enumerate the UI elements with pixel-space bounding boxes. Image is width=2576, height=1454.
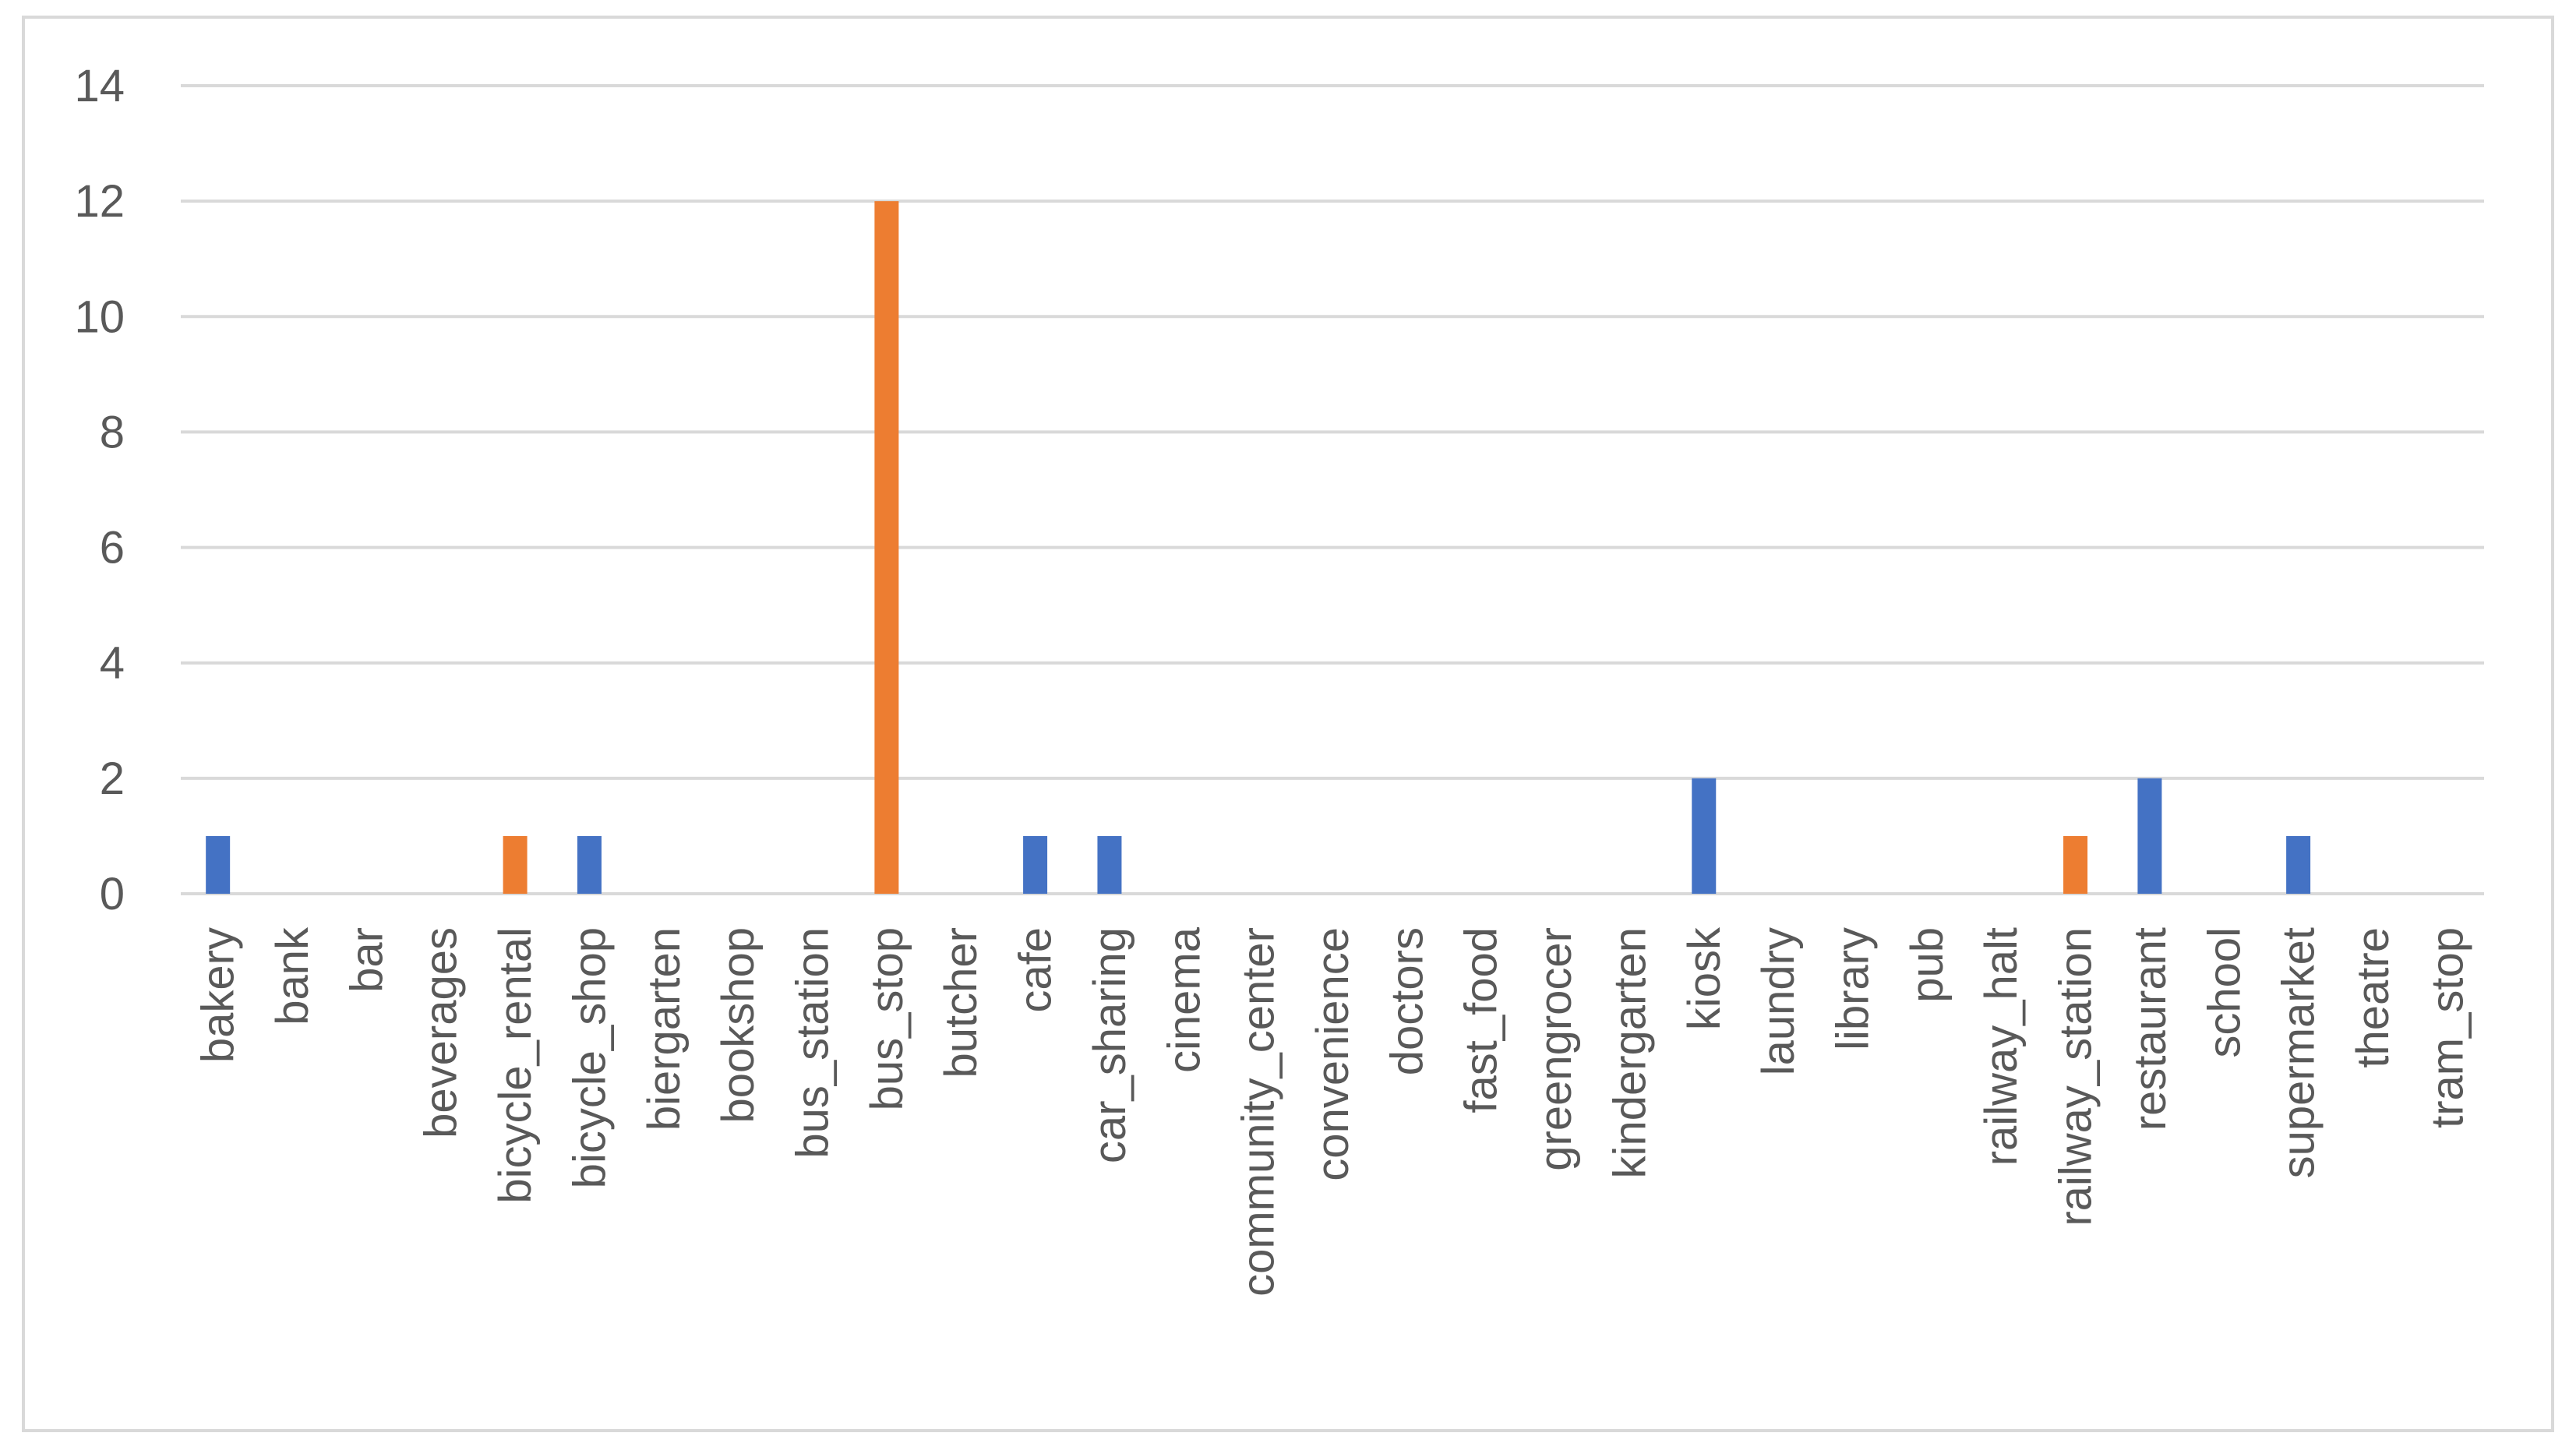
x-category-label: beverages: [416, 927, 467, 1138]
y-tick-label: 6: [100, 523, 125, 573]
x-category-label: restaurant: [2125, 927, 2175, 1131]
x-category-label: bank: [267, 926, 318, 1025]
x-category-label: community_center: [1233, 927, 1284, 1297]
bar-bakery-series1: [206, 835, 231, 894]
gridlines: [181, 84, 2484, 895]
x-category-label: biergarten: [639, 927, 690, 1131]
x-category-label: railway_station: [2051, 927, 2101, 1226]
y-tick-label: 10: [74, 291, 125, 342]
x-axis-category-labels: bakery bank bar beverages bicycle_rental bicy…: [193, 926, 2473, 1297]
x-category-label: fast_food: [1456, 927, 1507, 1113]
y-tick-label: 8: [100, 407, 125, 457]
x-category-label: bicycle_shop: [564, 927, 615, 1188]
x-category-label: pub: [1902, 927, 1953, 1003]
x-category-label: supermarket: [2274, 927, 2324, 1178]
y-tick-label: 0: [100, 869, 125, 919]
x-category-label: theatre: [2348, 927, 2398, 1068]
bar-bicycle_shop-series1: [577, 835, 602, 894]
x-category-label: greengrocer: [1530, 927, 1581, 1171]
bar-railway_station-series2: [2063, 835, 2088, 894]
bar-bicycle_rental-series2: [503, 835, 528, 894]
chart-frame: [22, 16, 2554, 1432]
bars: [206, 201, 2311, 895]
y-tick-label: 14: [74, 61, 125, 111]
y-tick-label: 12: [74, 176, 125, 227]
x-category-label: library: [1827, 927, 1878, 1050]
x-category-label: car_sharing: [1085, 927, 1135, 1163]
bar-car_sharing-series1: [1097, 835, 1122, 894]
x-category-label: school: [2199, 927, 2250, 1058]
x-category-label: bookshop: [713, 927, 764, 1124]
x-category-label: bakery: [193, 927, 244, 1063]
bar-bus_stop-series2: [874, 201, 899, 895]
x-category-label: bus_stop: [862, 927, 912, 1110]
x-category-label: railway_halt: [1976, 927, 2027, 1166]
x-category-label: bar: [341, 927, 392, 993]
x-category-label: bicycle_rental: [490, 927, 541, 1204]
x-category-label: cafe: [1011, 927, 1061, 1013]
x-category-label: cinema: [1159, 926, 1209, 1073]
y-axis-tick-labels: 0 2 4 6 8 10 12 14: [74, 61, 125, 919]
x-category-label: tram_stop: [2422, 927, 2472, 1128]
y-tick-label: 4: [100, 638, 125, 689]
bar-supermarket-series1: [2286, 835, 2311, 894]
x-category-label: kiosk: [1679, 926, 1730, 1030]
x-category-label: bus_station: [788, 927, 838, 1159]
bar-restaurant-series1: [2137, 778, 2162, 894]
x-category-label: kindergarten: [1604, 927, 1655, 1178]
x-category-label: doctors: [1382, 927, 1432, 1075]
x-category-label: laundry: [1753, 927, 1804, 1075]
y-tick-label: 2: [100, 753, 125, 804]
x-category-label: butcher: [936, 927, 986, 1078]
bar-cafe-series1: [1023, 835, 1048, 894]
bar-kiosk-series1: [1692, 778, 1717, 894]
x-category-label: convenience: [1307, 927, 1358, 1181]
